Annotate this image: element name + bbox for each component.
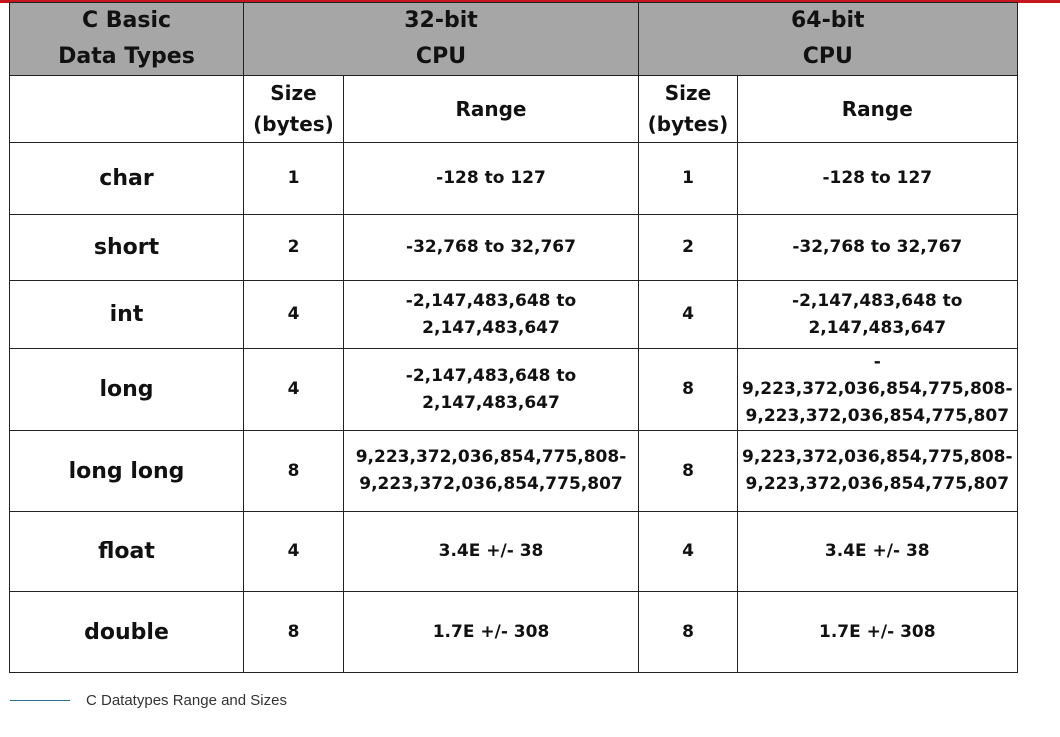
header-size-64: Size (bytes)	[638, 75, 738, 143]
figure-caption: C Datatypes Range and Sizes	[10, 688, 287, 712]
header-32bit-cpu: 32-bit CPU	[243, 2, 639, 76]
type-cell: char	[9, 142, 244, 215]
size-64-cell: 2	[638, 214, 738, 281]
header-size-32: Size (bytes)	[243, 75, 344, 143]
size-64-cell: 8	[638, 430, 738, 512]
size-64-cell: 4	[638, 511, 738, 592]
table-row: char 1 -128 to 127 1 -128 to 127	[9, 142, 1018, 215]
size-32-cell: 8	[243, 430, 344, 512]
type-cell: long	[9, 348, 244, 431]
range-32-cell-line: 9,223,372,036,854,775,807	[359, 474, 623, 494]
header-size-64-line-1: Size	[664, 81, 712, 105]
table-row: int 4 -2,147,483,648 to 2,147,483,647 4 -2,14…	[9, 280, 1018, 349]
table-body: char 1 -128 to 127 1 -128 to 127 short 2 -32,76…	[9, 142, 1018, 673]
range-32-cell-line: 2,147,483,647	[422, 317, 560, 338]
range-32-cell-line: -2,147,483,648 to	[405, 365, 577, 386]
range-32-cell-line: 9,223,372,036,854,775,808-	[355, 447, 627, 467]
header-data-types: C Basic Data Types	[9, 2, 244, 76]
range-64-cell: -2,147,483,648 to 2,147,483,647	[737, 280, 1018, 349]
header-size-64-line-2: (bytes)	[647, 112, 729, 136]
header-row-columns: Size (bytes) Range Size (bytes) Range	[9, 75, 1018, 143]
header-64bit-line-1: 64-bit	[791, 8, 865, 33]
header-64bit-cpu: 64-bit CPU	[638, 2, 1018, 76]
size-32-cell: 4	[243, 348, 344, 431]
header-empty-cell	[9, 75, 244, 143]
range-64-cell: - 9,223,372,036,854,775,808- 9,223,372,036…	[737, 348, 1018, 431]
header-size-32-line-1: Size	[270, 81, 317, 105]
range-64-cell: 9,223,372,036,854,775,808- 9,223,372,036,…	[737, 430, 1018, 512]
header-data-types-line-1: C Basic	[81, 8, 172, 33]
table-row: short 2 -32,768 to 32,767 2 -32,768 to 32,76…	[9, 214, 1018, 281]
type-cell: short	[9, 214, 244, 281]
size-32-cell: 8	[243, 591, 344, 673]
type-cell: int	[9, 280, 244, 349]
table-row: float 4 3.4E +/- 38 4 3.4E +/- 38	[9, 511, 1018, 592]
range-32-cell: 3.4E +/- 38	[343, 511, 639, 592]
range-32-cell-line: -32,768 to 32,767	[406, 237, 576, 257]
size-64-cell: 4	[638, 280, 738, 349]
range-64-cell-line: 1.7E +/- 308	[819, 621, 936, 642]
range-64-cell: 3.4E +/- 38	[737, 511, 1018, 592]
range-64-cell-line: 9,223,372,036,854,775,808-	[742, 379, 1013, 399]
range-64-cell: -128 to 127	[737, 142, 1018, 215]
data-types-table: C Basic Data Types 32-bit CPU 64-bit CPU…	[9, 2, 1018, 673]
size-64-cell: 8	[638, 591, 738, 673]
caption-rule	[10, 699, 70, 701]
size-32-cell: 1	[243, 142, 344, 215]
size-64-cell: 1	[638, 142, 738, 215]
type-cell: double	[9, 591, 244, 673]
range-64-cell-line: 9,223,372,036,854,775,808-	[742, 447, 1013, 467]
header-32bit-line-1: 32-bit	[404, 8, 478, 33]
header-32bit-line-2: CPU	[415, 44, 467, 69]
range-64-cell-line: 9,223,372,036,854,775,807	[745, 406, 1010, 426]
size-32-cell: 4	[243, 280, 344, 349]
range-64-cell-line: -	[873, 352, 881, 372]
range-64-cell-line: -128 to 127	[822, 168, 933, 188]
caption-text: C Datatypes Range and Sizes	[86, 691, 287, 709]
type-cell: float	[9, 511, 244, 592]
range-32-cell-line: 3.4E +/- 38	[438, 541, 544, 561]
range-64-cell: -32,768 to 32,767	[737, 214, 1018, 281]
range-32-cell: -2,147,483,648 to 2,147,483,647	[343, 348, 639, 431]
range-64-cell-line: -32,768 to 32,767	[792, 237, 963, 257]
size-32-cell: 2	[243, 214, 344, 281]
size-32-cell: 4	[243, 511, 344, 592]
table-row: long 4 -2,147,483,648 to 2,147,483,647 8 - 9,2…	[9, 348, 1018, 431]
table-row: double 8 1.7E +/- 308 8 1.7E +/- 308	[9, 591, 1018, 673]
range-32-cell: 1.7E +/- 308	[343, 591, 639, 673]
table-row: long long 8 9,223,372,036,854,775,808- 9,22…	[9, 430, 1018, 512]
header-range-64: Range	[737, 75, 1018, 143]
top-accent-line	[0, 0, 1060, 3]
range-32-cell: -2,147,483,648 to 2,147,483,647	[343, 280, 639, 349]
header-range-32: Range	[343, 75, 639, 143]
type-cell: long long	[9, 430, 244, 512]
range-64-cell: 1.7E +/- 308	[737, 591, 1018, 673]
header-64bit-line-2: CPU	[802, 44, 853, 69]
range-32-cell-line: -128 to 127	[436, 168, 546, 188]
header-size-32-line-2: (bytes)	[253, 112, 334, 136]
header-row-cpu: C Basic Data Types 32-bit CPU 64-bit CPU	[9, 2, 1018, 76]
range-32-cell-line: -2,147,483,648 to	[405, 290, 577, 311]
header-data-types-line-2: Data Types	[58, 44, 195, 69]
range-32-cell: -32,768 to 32,767	[343, 214, 639, 281]
range-32-cell: -128 to 127	[343, 142, 639, 215]
range-64-cell-line: 2,147,483,647	[808, 317, 947, 338]
range-64-cell-line: 3.4E +/- 38	[824, 541, 930, 561]
range-32-cell-line: 2,147,483,647	[422, 392, 560, 413]
range-64-cell-line: 9,223,372,036,854,775,807	[745, 474, 1010, 494]
size-64-cell: 8	[638, 348, 738, 431]
range-32-cell-line: 1.7E +/- 308	[432, 621, 550, 642]
range-64-cell-line: -2,147,483,648 to	[792, 290, 963, 311]
range-32-cell: 9,223,372,036,854,775,808- 9,223,372,036,…	[343, 430, 639, 512]
